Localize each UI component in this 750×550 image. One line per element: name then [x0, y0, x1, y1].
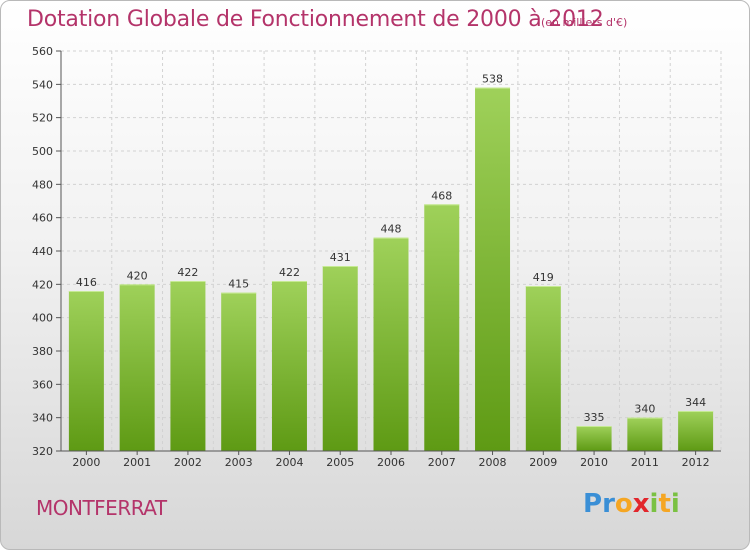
bar: [119, 284, 155, 451]
bar: [221, 292, 257, 451]
data-label: 416: [76, 276, 97, 289]
x-tick-label: 2002: [174, 456, 202, 469]
data-label: 422: [279, 266, 300, 279]
bar: [271, 281, 307, 451]
y-tick-label: 320: [32, 445, 53, 458]
y-tick-label: 360: [32, 378, 53, 391]
x-tick-label: 2011: [631, 456, 659, 469]
bar: [170, 281, 206, 451]
data-label: 415: [228, 278, 249, 291]
data-label: 468: [431, 189, 452, 202]
data-label: 422: [177, 266, 198, 279]
axes: [56, 50, 721, 455]
x-tick-label: 2008: [479, 456, 507, 469]
place-name: MONTFERRAT: [36, 496, 167, 520]
data-label: 419: [533, 271, 554, 284]
y-tick-label: 400: [32, 312, 53, 325]
y-tick-label: 500: [32, 145, 53, 158]
x-tick-label: 2004: [275, 456, 303, 469]
x-tick-label: 2000: [72, 456, 100, 469]
chart-title: Dotation Globale de Fonctionnement de 20…: [27, 7, 604, 32]
x-tick-label: 2012: [682, 456, 710, 469]
y-tick-label: 520: [32, 112, 53, 125]
x-tick-label: 2007: [428, 456, 456, 469]
y-tick-label: 440: [32, 245, 53, 258]
y-tick-label: 540: [32, 78, 53, 91]
bar: [627, 417, 663, 451]
y-tick-label: 560: [32, 45, 53, 58]
bar: [525, 286, 561, 451]
bar: [678, 411, 714, 451]
bar: [424, 204, 460, 451]
x-tick-label: 2009: [529, 456, 557, 469]
proxiti-logo: Proxiti: [583, 489, 680, 519]
data-label: 448: [381, 223, 402, 236]
x-tick-label: 2006: [377, 456, 405, 469]
bars: [68, 87, 714, 452]
bar: [68, 291, 104, 451]
x-tick-label: 2005: [326, 456, 354, 469]
data-label: 335: [584, 411, 605, 424]
bar: [322, 266, 358, 451]
x-tick-label: 2001: [123, 456, 151, 469]
y-tick-label: 460: [32, 212, 53, 225]
y-tick-label: 420: [32, 278, 53, 291]
data-label: 431: [330, 251, 351, 264]
data-label: 344: [685, 396, 706, 409]
y-tick-label: 480: [32, 178, 53, 191]
x-tick-label: 2003: [225, 456, 253, 469]
labels: 320 340 360 380 400 420 440 460 480 500 520 540 560 4…: [32, 45, 710, 469]
chart-subtitle: (en milliers d'€): [541, 16, 628, 29]
y-tick-label: 340: [32, 412, 53, 425]
data-label: 340: [634, 403, 655, 416]
x-tick-label: 2010: [580, 456, 608, 469]
bar: [475, 87, 511, 452]
bar: [373, 237, 409, 451]
bar: [576, 426, 612, 451]
y-tick-label: 380: [32, 345, 53, 358]
data-label: 538: [482, 73, 503, 86]
data-label: 420: [127, 269, 148, 282]
